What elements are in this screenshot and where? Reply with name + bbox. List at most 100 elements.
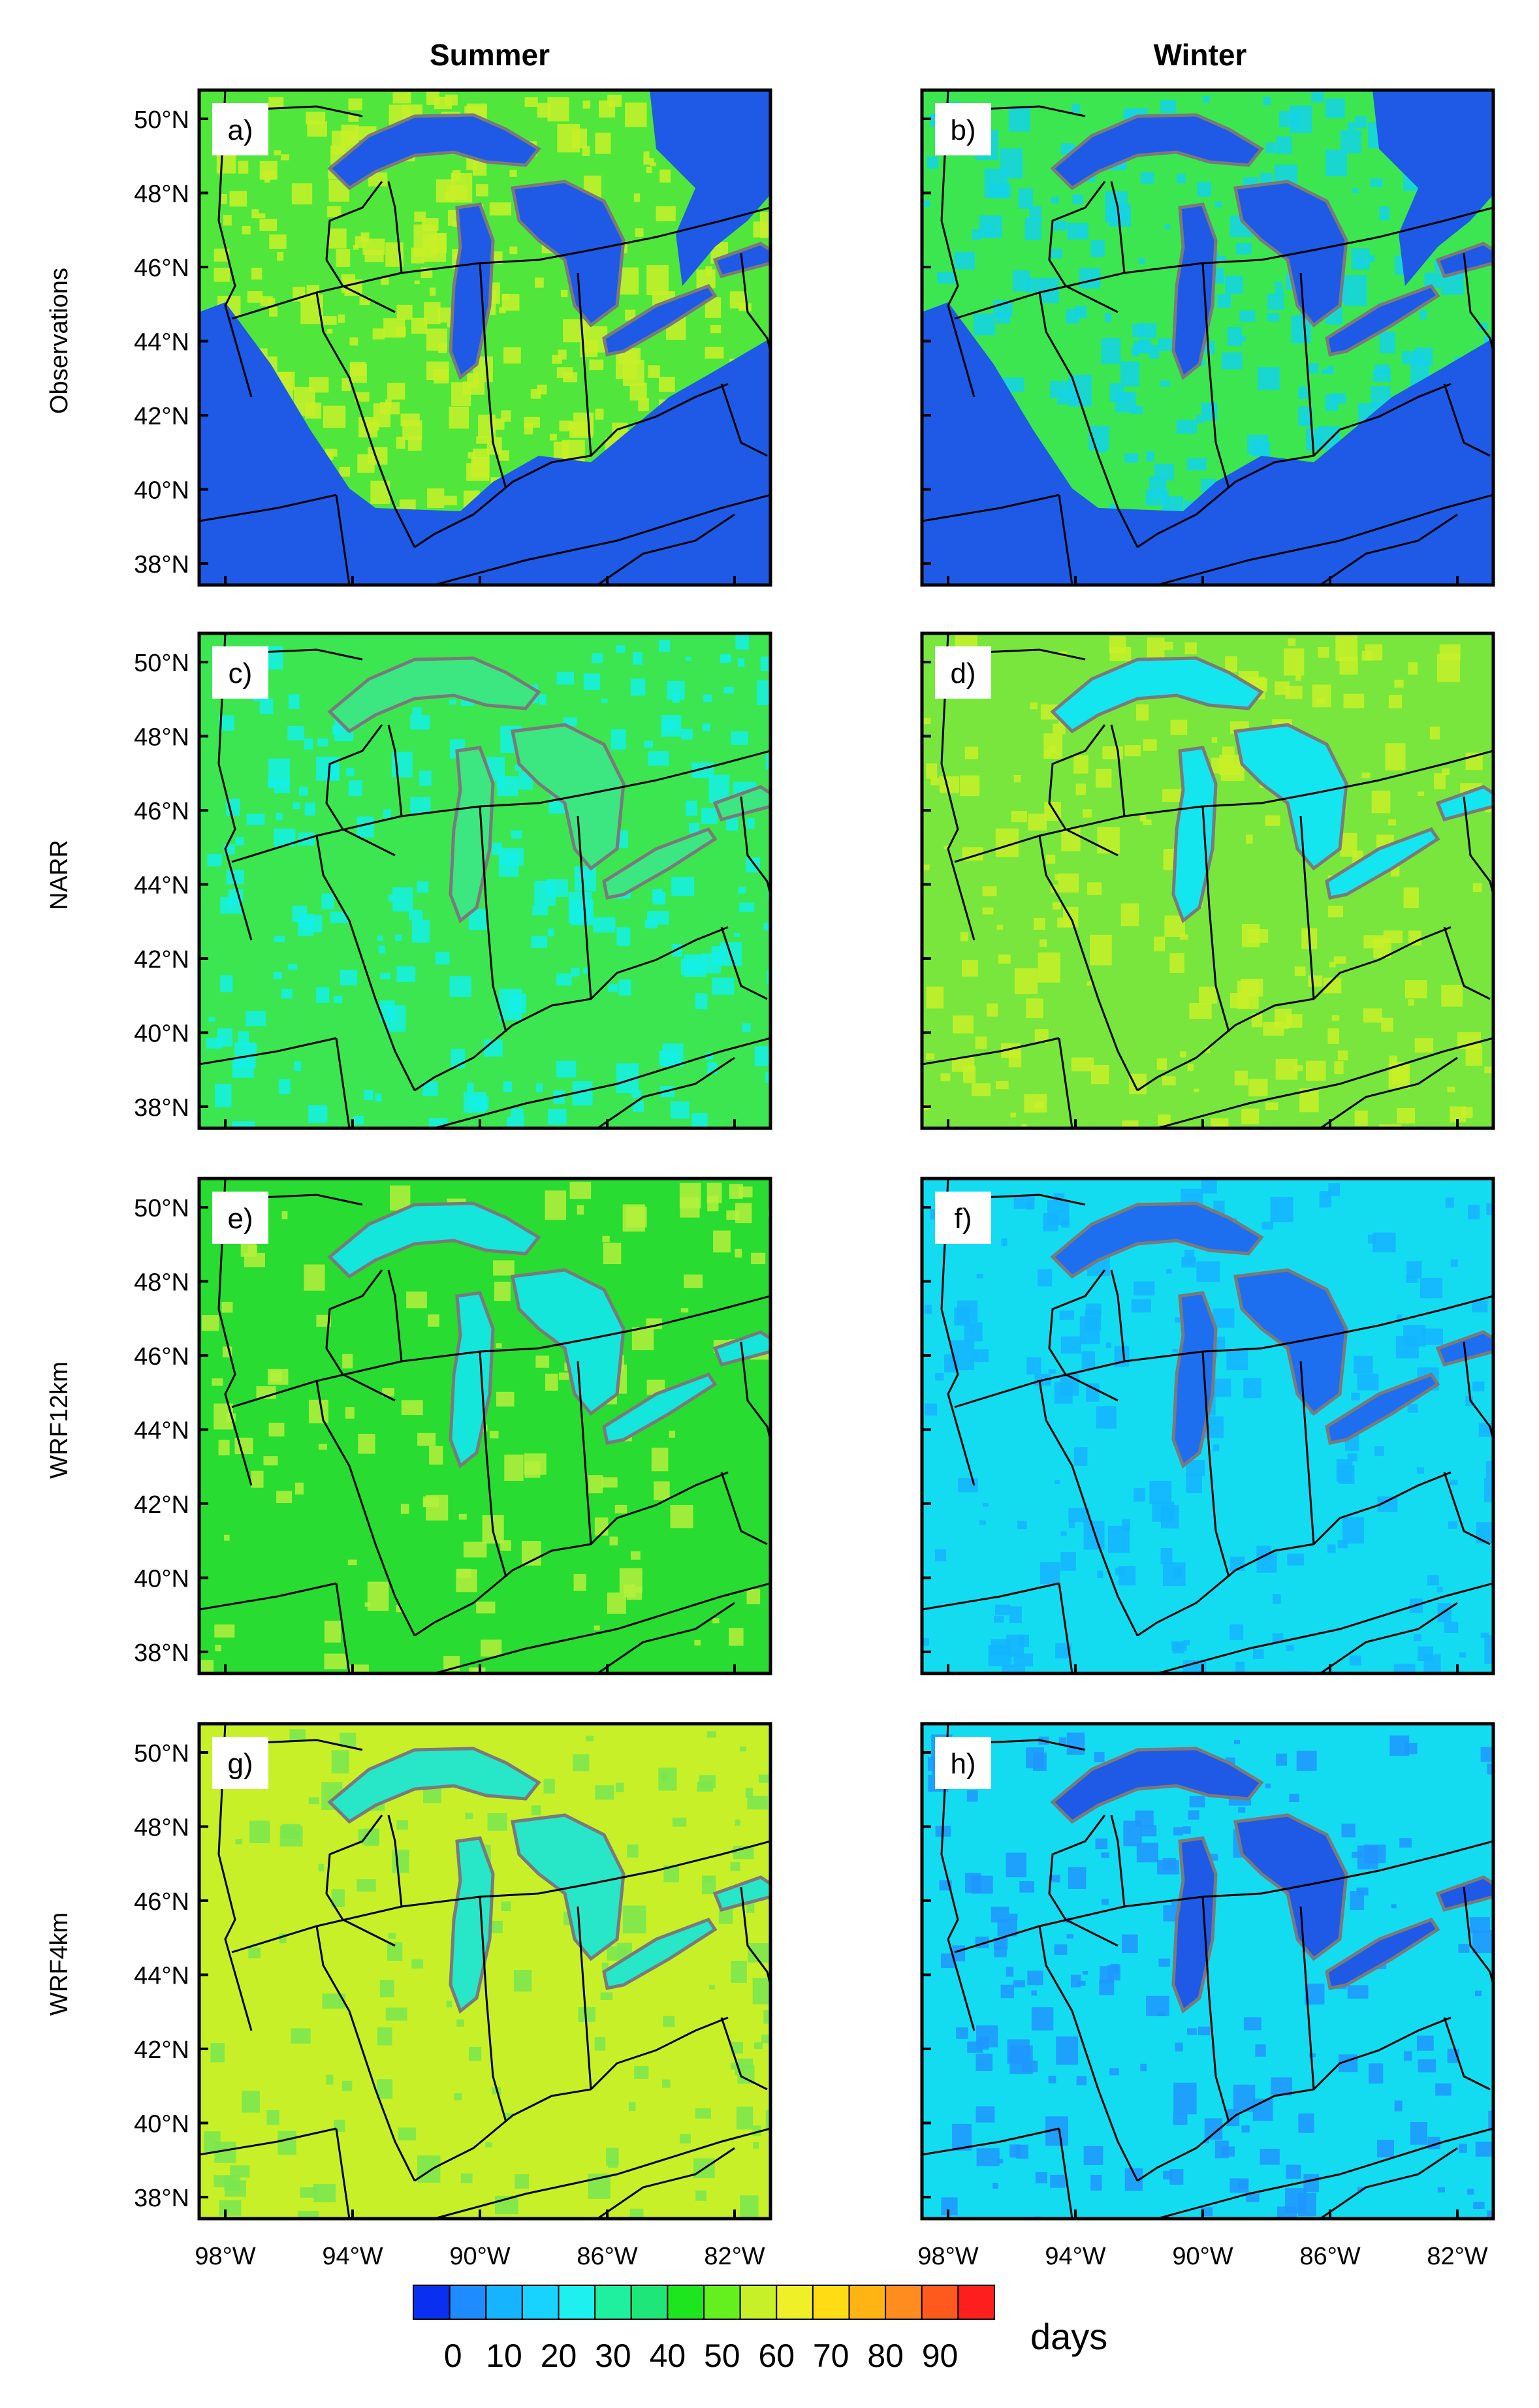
field-cell (1203, 95, 1210, 103)
field-cell (731, 2042, 743, 2054)
field-cell (326, 2074, 334, 2085)
field-cell (663, 2016, 675, 2027)
field-cell (475, 184, 488, 197)
field-cell (1263, 97, 1271, 106)
field-cell (737, 658, 745, 667)
field-cell (1209, 1854, 1218, 1861)
field-cell (1389, 1055, 1398, 1067)
field-cell (572, 128, 588, 149)
field-cell (760, 656, 770, 671)
field-cell (251, 209, 259, 219)
state-border (434, 1037, 770, 1128)
state-border (1320, 1056, 1458, 1128)
field-cell (558, 1372, 569, 1380)
field-cell (983, 1503, 989, 1507)
field-cell (1026, 1201, 1034, 1210)
field-cell (1363, 935, 1385, 949)
field-cell (971, 1875, 993, 1894)
lat-tick-label: 42°N (134, 1491, 189, 1519)
field-cell (1230, 1624, 1244, 1640)
field-cell (1054, 1480, 1060, 1485)
colorbar-swatch (703, 2285, 741, 2320)
field-cell (422, 1496, 439, 1508)
field-cell (940, 1953, 955, 1969)
map-field (922, 633, 1493, 1128)
field-cell (1472, 883, 1482, 893)
field-cell (1154, 936, 1166, 952)
field-cell (595, 133, 611, 154)
field-cell (1325, 394, 1339, 411)
field-cell (595, 1785, 614, 1800)
field-cell (411, 247, 424, 264)
field-cell (954, 1307, 970, 1325)
field-cell (1027, 1971, 1043, 1986)
field-cell (1031, 2007, 1054, 2031)
field-cell (279, 1933, 287, 1944)
map-panel: h) (920, 1722, 1495, 2221)
field-cell (200, 1660, 214, 1673)
field-cell (712, 977, 735, 995)
lat-tick-label: 38°N (134, 1640, 189, 1667)
field-cell (656, 206, 676, 221)
field-cell (214, 268, 230, 282)
field-cell (1087, 981, 1093, 986)
field-cell (1485, 1461, 1493, 1479)
field-cell (1368, 1234, 1377, 1244)
field-cell (379, 1000, 395, 1021)
lat-tick-label: 38°N (134, 2185, 189, 2212)
field-cell (1006, 1852, 1027, 1878)
field-cell (652, 889, 663, 903)
field-cell (1472, 1381, 1485, 1392)
panel-frame (920, 88, 1495, 587)
panel-label-box (935, 646, 991, 699)
field-cell (1357, 1373, 1379, 1391)
field-cell (291, 183, 313, 205)
state-border (315, 292, 416, 548)
field-cell (1357, 2187, 1364, 2191)
field-cell (396, 1604, 402, 1613)
panel-label-box (935, 103, 991, 155)
state-border (1058, 1038, 1073, 1128)
state-border (434, 1582, 770, 1673)
field-cell (1171, 1900, 1181, 1907)
field-cell (1105, 1342, 1111, 1348)
field-cell (1395, 1336, 1419, 1359)
field-cell (1090, 934, 1112, 966)
field-cell (601, 1477, 618, 1488)
field-cell (1459, 2144, 1467, 2153)
lake-shape (602, 827, 718, 900)
field-cell (1325, 150, 1348, 177)
field-cell (208, 1017, 215, 1022)
field-cell (607, 95, 622, 107)
state-border (1137, 1471, 1452, 1637)
field-cell (485, 2142, 492, 2147)
field-cell (669, 1431, 675, 1438)
field-cell (1319, 1191, 1332, 1208)
field-cell (966, 1790, 978, 1802)
axis-ticks (199, 1751, 736, 2219)
field-cell (1354, 1355, 1373, 1374)
field-cell (1164, 641, 1173, 650)
field-cell (1388, 695, 1403, 708)
field-cell (1031, 1990, 1038, 1996)
panel-label: f) (955, 1203, 972, 1235)
field-cell (417, 1433, 436, 1446)
field-cell (1340, 130, 1361, 153)
state-border (1443, 927, 1491, 1000)
field-cell (217, 1028, 232, 1047)
field-cell (583, 967, 589, 975)
field-cell (1287, 1553, 1305, 1566)
field-cell (308, 1797, 319, 1805)
field-cell (672, 1817, 687, 1827)
field-cell (967, 2041, 983, 2053)
field-cell (363, 1090, 373, 1100)
field-cell (1094, 1752, 1105, 1763)
state-border (325, 1814, 396, 1947)
field-cell (1054, 1944, 1068, 1955)
field-cell (347, 1559, 357, 1566)
field-cell (400, 413, 420, 426)
field-cell (429, 287, 436, 296)
state-border (414, 383, 729, 548)
field-cell (324, 1621, 341, 1643)
field-cell (1184, 1249, 1195, 1263)
